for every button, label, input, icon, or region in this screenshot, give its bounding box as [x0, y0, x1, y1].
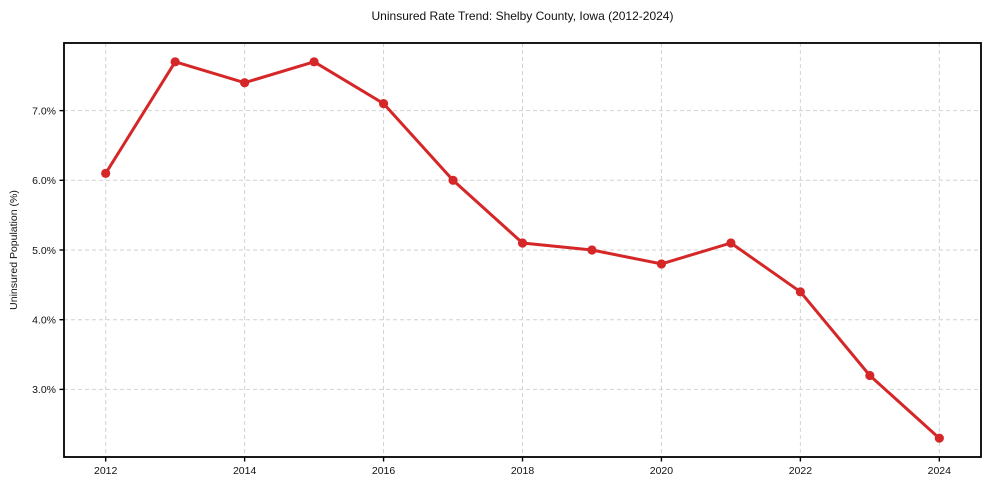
data-point [448, 175, 458, 185]
x-tick-label: 2012 [94, 465, 118, 477]
x-tick-label: 2022 [789, 465, 813, 477]
data-point [517, 238, 528, 248]
data-point [934, 433, 944, 443]
y-axis-label: Uninsured Population (%) [8, 190, 20, 310]
x-tick-label: 2020 [650, 465, 674, 477]
y-tick-label: 6.0% [32, 175, 56, 187]
data-point [170, 57, 180, 67]
x-tick-label: 2018 [511, 465, 535, 477]
data-point [587, 245, 597, 255]
data-point [726, 238, 736, 248]
data-point [656, 259, 667, 269]
x-tick-label: 2016 [372, 465, 396, 477]
y-tick-label: 5.0% [32, 245, 56, 257]
x-tick-label: 2024 [928, 465, 952, 477]
data-point [378, 99, 389, 109]
data-point [240, 78, 250, 88]
y-tick-label: 7.0% [32, 105, 56, 117]
data-point [101, 168, 111, 178]
data-point [795, 287, 805, 297]
y-tick-label: 3.0% [32, 384, 56, 396]
data-point [865, 370, 875, 381]
x-tick-label: 2014 [233, 465, 257, 477]
data-point [309, 57, 319, 67]
y-tick-label: 4.0% [32, 314, 56, 326]
chart-title: Uninsured Rate Trend: Shelby County, Iow… [371, 9, 674, 23]
